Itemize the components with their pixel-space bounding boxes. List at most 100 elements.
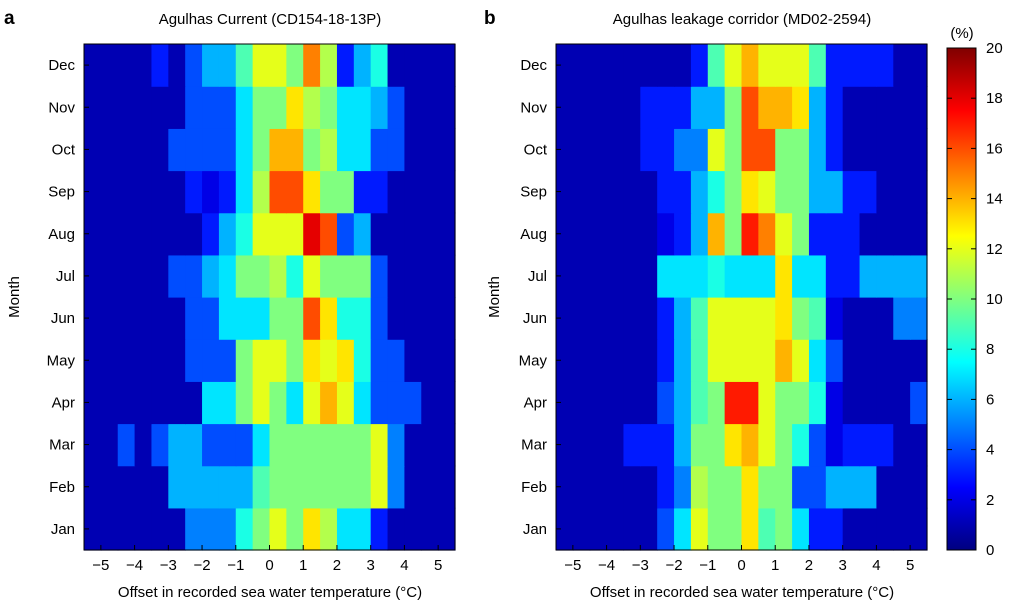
heatmap-cell-a-jun-4 — [151, 297, 169, 340]
x-tick-label-a-5: 0 — [265, 557, 273, 574]
heatmap-cell-a-aug-16 — [353, 212, 372, 256]
heatmap-cell-b-feb-16 — [825, 465, 844, 509]
heatmap-cell-b-nov-4 — [623, 86, 641, 129]
heatmap-cell-b-apr-7 — [674, 381, 692, 425]
month-label-b-sep: Sep — [520, 184, 547, 201]
heatmap-cell-b-jun-12 — [758, 297, 776, 340]
heatmap-cell-a-oct-5 — [168, 128, 186, 172]
heatmap-cell-b-feb-9 — [707, 465, 726, 509]
heatmap-cell-b-nov-13 — [775, 86, 793, 129]
colorbar-tick-label-1: 2 — [986, 492, 994, 509]
heatmap-cell-b-jan-14 — [792, 507, 810, 551]
month-label-a-mar: Mar — [49, 437, 75, 454]
heatmap-cell-b-jun-11 — [741, 297, 759, 340]
heatmap-cell-a-feb-18 — [387, 465, 406, 509]
heatmap-cell-a-apr-18 — [387, 381, 406, 425]
heatmap-cell-a-apr-5 — [168, 381, 186, 425]
heatmap-cell-b-apr-0 — [556, 381, 574, 425]
heatmap-cell-a-sep-1 — [100, 170, 119, 214]
heatmap-cell-a-jul-18 — [387, 254, 406, 298]
heatmap-cell-b-sep-12 — [758, 170, 776, 214]
month-label-b-aug: Aug — [520, 226, 547, 243]
heatmap-cell-b-may-0 — [556, 339, 574, 382]
heatmap-cell-a-dec-9 — [235, 44, 254, 87]
heatmap-cell-b-feb-13 — [775, 465, 793, 509]
heatmap-cell-a-oct-8 — [218, 128, 237, 172]
heatmap-cell-a-oct-1 — [100, 128, 119, 172]
month-label-b-feb: Feb — [521, 479, 547, 496]
heatmap-cell-a-mar-5 — [168, 423, 186, 467]
heatmap-cell-b-feb-14 — [792, 465, 810, 509]
heatmap-cell-a-jun-8 — [218, 297, 237, 340]
heatmap-cell-a-feb-19 — [404, 465, 422, 509]
month-label-a-jul: Jul — [56, 268, 75, 285]
heatmap-cell-a-nov-13 — [303, 86, 321, 129]
heatmap-cell-a-may-17 — [370, 339, 389, 382]
heatmap-cell-a-apr-8 — [218, 381, 237, 425]
heatmap-cell-a-sep-8 — [218, 170, 237, 214]
panel-b-x-ticks: −5 −4 −3 −2 −1 0 1 2 3 4 5 — [564, 545, 914, 574]
heatmap-cell-b-may-5 — [640, 339, 658, 382]
heatmap-cell-b-apr-19 — [876, 381, 894, 425]
heatmap-cell-b-oct-8 — [690, 128, 709, 172]
heatmap-cell-a-jan-16 — [353, 507, 372, 551]
x-tick-label-a-7: 2 — [333, 557, 341, 574]
heatmap-cell-a-feb-20 — [421, 465, 439, 509]
heatmap-cell-a-nov-3 — [134, 86, 153, 129]
heatmap-cell-a-feb-13 — [303, 465, 321, 509]
heatmap-cell-b-oct-21 — [910, 128, 928, 172]
heatmap-cell-b-oct-6 — [657, 128, 675, 172]
heatmap-cell-b-mar-2 — [589, 423, 608, 467]
heatmap-cell-a-nov-8 — [218, 86, 237, 129]
heatmap-cell-a-jun-13 — [303, 297, 321, 340]
heatmap-cell-a-jul-17 — [370, 254, 389, 298]
panel-b-heatmap — [556, 44, 928, 551]
heatmap-cell-a-apr-21 — [438, 381, 456, 425]
heatmap-cell-a-jun-20 — [421, 297, 439, 340]
heatmap-cell-b-may-3 — [606, 339, 625, 382]
heatmap-cell-a-may-13 — [303, 339, 321, 382]
heatmap-cell-a-oct-6 — [185, 128, 203, 172]
month-label-b-may: May — [519, 352, 548, 369]
heatmap-cell-a-jan-13 — [303, 507, 321, 551]
heatmap-cell-b-feb-5 — [640, 465, 658, 509]
month-label-b-nov: Nov — [520, 99, 547, 116]
heatmap-cell-a-nov-11 — [269, 86, 287, 129]
heatmap-cell-a-mar-3 — [134, 423, 153, 467]
month-label-a-may: May — [47, 352, 76, 369]
colorbar-tick-label-0: 0 — [986, 542, 994, 559]
heatmap-cell-b-aug-17 — [842, 212, 861, 256]
heatmap-cell-a-feb-4 — [151, 465, 169, 509]
heatmap-cell-b-nov-0 — [556, 86, 574, 129]
heatmap-cell-b-sep-3 — [606, 170, 625, 214]
heatmap-cell-a-apr-16 — [353, 381, 372, 425]
colorbar-tick-label-7: 14 — [986, 191, 1003, 208]
heatmap-cell-a-aug-12 — [286, 212, 304, 256]
heatmap-cell-b-feb-10 — [724, 465, 743, 509]
heatmap-cell-b-feb-15 — [808, 465, 827, 509]
heatmap-cell-b-aug-6 — [657, 212, 675, 256]
heatmap-cell-a-jan-21 — [438, 507, 456, 551]
heatmap-cell-a-nov-6 — [185, 86, 203, 129]
heatmap-cell-b-oct-0 — [556, 128, 574, 172]
heatmap-cell-a-dec-14 — [320, 44, 338, 87]
heatmap-cell-b-jun-10 — [724, 297, 743, 340]
heatmap-cell-a-dec-13 — [303, 44, 321, 87]
colorbar-tick-label-9: 18 — [986, 90, 1003, 107]
heatmap-cell-a-jun-15 — [336, 297, 355, 340]
heatmap-cell-a-aug-13 — [303, 212, 321, 256]
heatmap-cell-a-sep-0 — [84, 170, 102, 214]
heatmap-cell-a-jan-14 — [320, 507, 338, 551]
heatmap-cell-b-sep-5 — [640, 170, 658, 214]
heatmap-cell-b-nov-20 — [893, 86, 911, 129]
heatmap-cell-b-aug-0 — [556, 212, 574, 256]
heatmap-cell-a-nov-15 — [336, 86, 355, 129]
heatmap-cell-b-feb-4 — [623, 465, 641, 509]
heatmap-cell-a-mar-17 — [370, 423, 389, 467]
heatmap-cell-b-jul-2 — [589, 254, 608, 298]
heatmap-cell-b-apr-12 — [758, 381, 776, 425]
heatmap-cell-b-oct-14 — [792, 128, 810, 172]
heatmap-cell-a-jun-14 — [320, 297, 338, 340]
heatmap-cell-a-may-18 — [387, 339, 406, 382]
heatmap-cell-a-jul-3 — [134, 254, 153, 298]
